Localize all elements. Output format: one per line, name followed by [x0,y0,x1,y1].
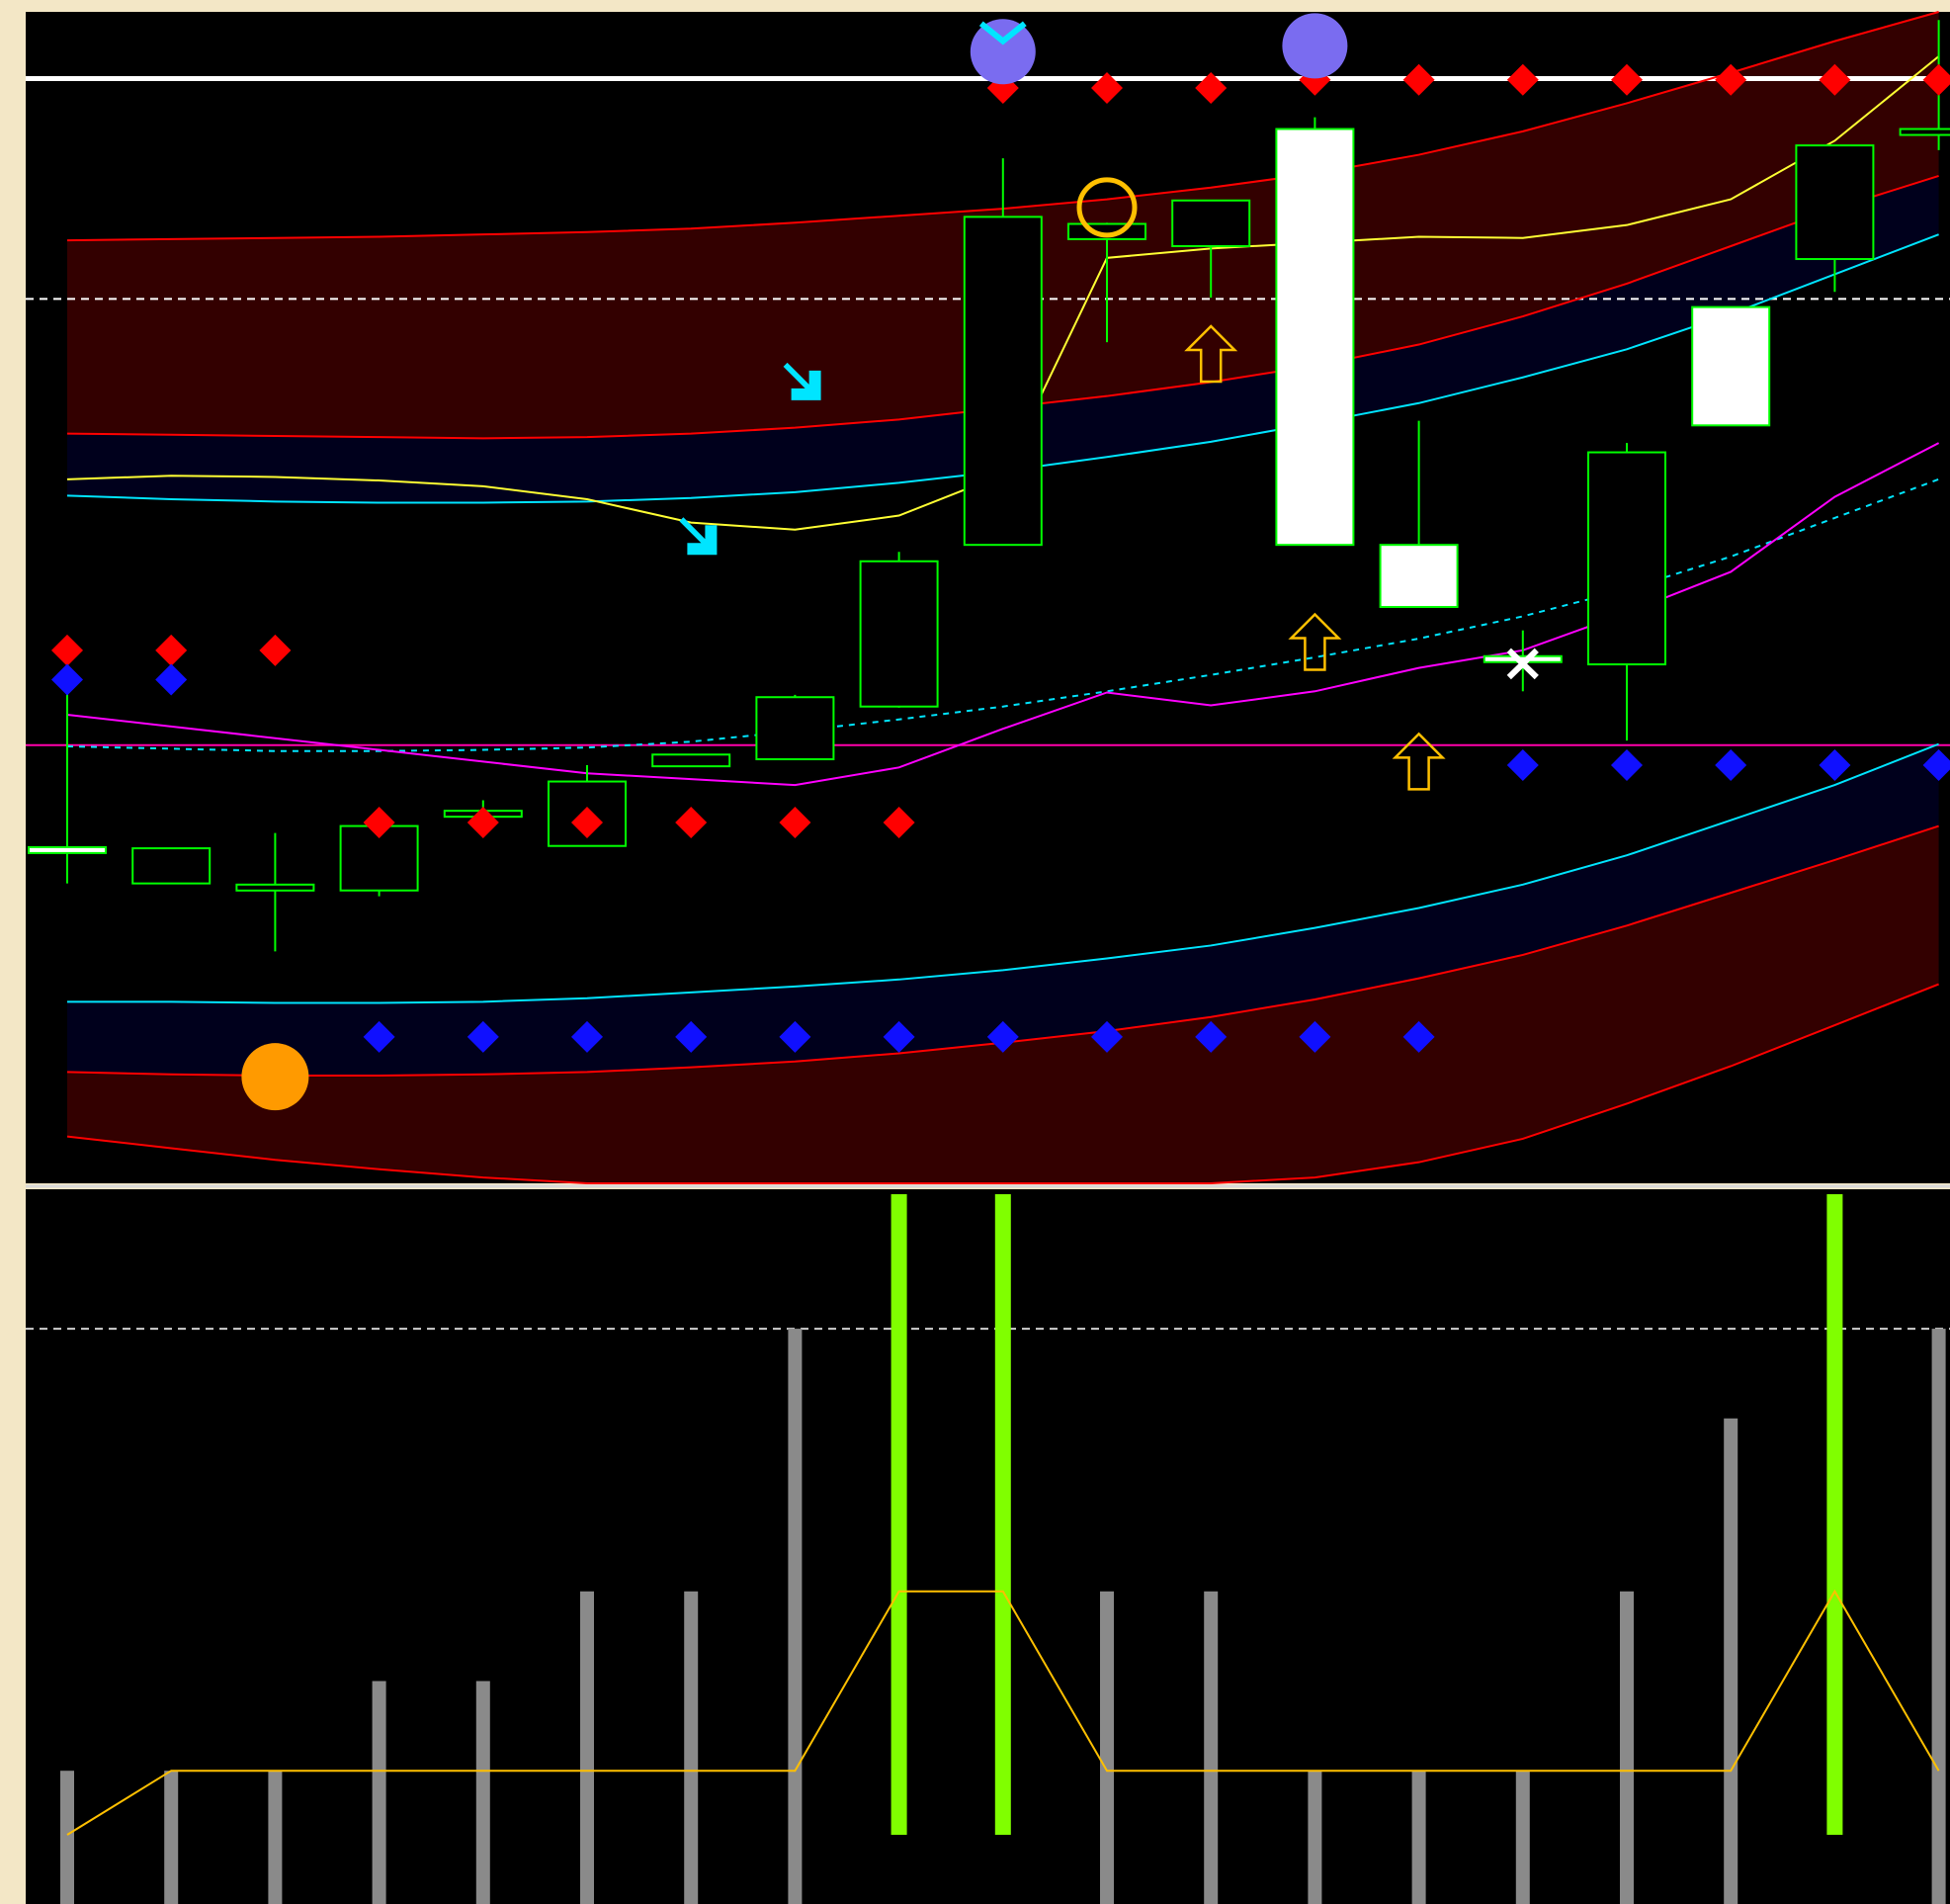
histogram-gray-bar [268,1771,283,1904]
white-x-marker-icon [1506,648,1539,680]
cyan-down-arrow-icon [783,362,821,400]
blue-diamond-marker [466,1020,499,1053]
blue-diamond-marker [1715,748,1747,781]
blue-diamond-marker [779,1020,811,1053]
candle-body [651,753,731,768]
red-diamond-marker [363,807,395,839]
indicator-signal-line [66,1589,1940,1836]
histogram-gray-bar [164,1771,179,1904]
histogram-gray-bar [684,1591,699,1904]
red-diamond-marker [779,807,811,839]
orange-signal-dot [241,1043,309,1111]
histogram-gray-bar [1620,1591,1634,1904]
red-diamond-marker [259,634,292,666]
cyan-down-arrow-icon [679,517,718,556]
blue-diamond-marker [51,663,83,696]
histogram-gray-bar [372,1681,386,1904]
histogram-green-bar [994,1194,1011,1835]
cyan-lower-line [67,742,1939,1004]
histogram-gray-bar [580,1591,594,1904]
candle-body [963,216,1043,547]
purple-signal-dot [970,19,1036,85]
blue-diamond-marker [1091,1020,1123,1053]
histogram-gray-bar [475,1681,490,1904]
yellow-ring-marker [1076,177,1138,238]
histogram-gray-bar [60,1771,74,1904]
red-diamond-marker [883,807,915,839]
histogram-gray-bar [1515,1771,1530,1904]
histogram-gray-bar [1204,1591,1219,1904]
lower-envelope-line [66,983,1939,1184]
histogram-gray-bar [788,1329,803,1904]
blue-diamond-marker [986,1020,1019,1053]
purple-signal-dot [1282,13,1348,79]
red-diamond-marker [1611,63,1643,96]
cyan-dashed-line [66,477,1939,752]
histogram-green-bar [890,1194,907,1835]
red-diamond-marker [466,807,499,839]
red-diamond-marker [1715,63,1747,96]
blue-diamond-marker [1611,748,1643,781]
cyan-up-chevron-icon [978,21,1027,45]
candle-body [1795,144,1875,261]
orange-up-arrow-icon [1184,324,1238,384]
orange-up-arrow-icon [1288,612,1342,671]
red-diamond-marker [1402,63,1435,96]
candle-body [1379,544,1459,608]
histogram-gray-bar [1931,1329,1946,1904]
blue-diamond-marker [1402,1020,1435,1053]
red-diamond-marker [1195,72,1228,105]
candle-body [28,845,107,854]
candle-body [1587,451,1666,666]
blue-diamond-marker [1195,1020,1228,1053]
lower-blue-band-fill [67,743,1939,1076]
price-pane [26,11,1950,1184]
blue-diamond-marker [363,1020,395,1053]
red-diamond-marker [1506,63,1539,96]
indicator-pane [26,1194,1950,1904]
blue-diamond-marker [1299,1020,1331,1053]
blue-diamond-marker [1506,748,1539,781]
candle-body [131,847,212,885]
blue-diamond-marker [675,1020,708,1053]
histogram-green-bar [1826,1194,1843,1835]
candle-body [1899,128,1950,136]
red-diamond-marker [571,807,603,839]
red-diamond-marker [51,634,83,666]
orange-up-arrow-icon [1392,732,1446,791]
blue-diamond-marker [155,663,188,696]
blue-diamond-marker [883,1020,915,1053]
red-diamond-marker [155,634,188,666]
red-diamond-marker [1091,72,1123,105]
lower-red-envelope-fill [67,825,1939,1183]
histogram-gray-bar [1308,1771,1322,1904]
candle-body [235,883,315,892]
blue-diamond-marker [1819,748,1851,781]
candle-body [755,696,835,761]
candle-body [859,560,939,708]
blue-diamond-marker [1922,748,1950,781]
candle-body [1275,128,1355,547]
histogram-gray-bar [1100,1591,1114,1904]
histogram-gray-bar [1724,1418,1738,1904]
candle-body [1691,305,1771,427]
red-diamond-marker [1922,63,1950,96]
blue-diamond-marker [571,1020,603,1053]
red-diamond-marker [675,807,708,839]
indicator-pane-background [26,1189,1950,1904]
red-diamond-marker [1819,63,1851,96]
candle-body [1171,199,1251,248]
histogram-gray-bar [1411,1771,1426,1904]
